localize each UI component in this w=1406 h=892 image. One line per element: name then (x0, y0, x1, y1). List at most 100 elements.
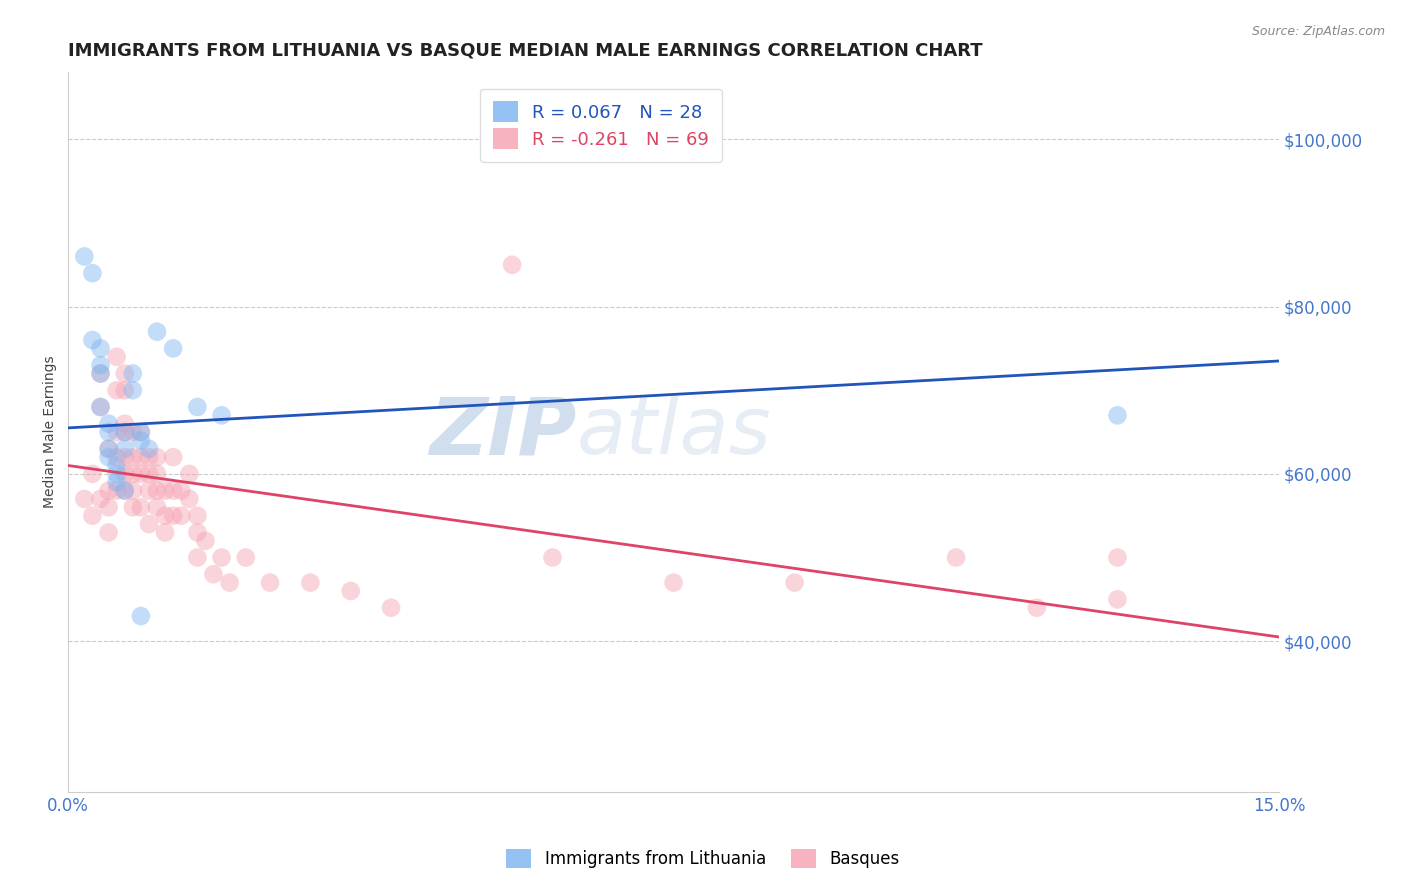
Point (162, 450, 184, 465)
Point (541, 550, 564, 565)
Point (162, 342, 184, 356)
Point (73, 491, 96, 506)
Point (105, 483, 128, 498)
Point (97, 442, 120, 456)
Point (82, 333, 104, 347)
Point (129, 434, 152, 448)
Point (114, 450, 136, 465)
Point (129, 500, 152, 515)
Point (138, 442, 160, 456)
Point (89, 400, 111, 414)
Point (129, 467, 152, 481)
Point (121, 500, 143, 515)
Point (186, 400, 208, 414)
Point (121, 383, 143, 397)
Point (211, 409, 233, 423)
Point (105, 350, 128, 364)
Point (146, 500, 169, 515)
Point (97, 500, 120, 515)
Point (146, 483, 169, 498)
Text: atlas: atlas (576, 393, 772, 471)
Point (89, 367, 111, 381)
Point (211, 550, 233, 565)
Point (105, 450, 128, 465)
Point (1025, 600, 1047, 615)
Point (146, 325, 169, 339)
Point (105, 425, 128, 439)
Point (97, 425, 120, 439)
Point (105, 458, 128, 473)
Point (945, 550, 967, 565)
Point (153, 525, 176, 540)
Point (129, 425, 152, 439)
Point (129, 609, 152, 624)
Point (114, 425, 136, 439)
Point (121, 425, 143, 439)
Point (501, 258, 523, 272)
Point (380, 600, 402, 615)
Point (121, 483, 143, 498)
Point (162, 483, 184, 498)
Point (170, 483, 193, 498)
Legend: R = 0.067   N = 28, R = -0.261   N = 69: R = 0.067 N = 28, R = -0.261 N = 69 (479, 88, 721, 162)
Point (89, 342, 111, 356)
Text: Source: ZipAtlas.com: Source: ZipAtlas.com (1251, 25, 1385, 38)
Point (162, 508, 184, 523)
Point (662, 575, 685, 590)
Point (186, 550, 208, 565)
Point (783, 575, 806, 590)
Point (153, 483, 176, 498)
Point (105, 467, 128, 481)
Point (114, 425, 136, 439)
Point (82, 467, 104, 481)
Point (186, 525, 208, 540)
Point (121, 450, 143, 465)
Point (129, 425, 152, 439)
Point (89, 400, 111, 414)
Point (82, 508, 104, 523)
Point (97, 483, 120, 498)
Point (138, 467, 160, 481)
Point (1107, 409, 1129, 423)
Point (202, 567, 225, 582)
Point (89, 491, 111, 506)
Point (194, 533, 217, 548)
Point (138, 517, 160, 532)
Point (97, 417, 120, 431)
Point (299, 575, 322, 590)
Point (121, 467, 143, 481)
Point (179, 467, 201, 481)
Point (114, 483, 136, 498)
Point (179, 491, 201, 506)
Text: ZIP: ZIP (429, 393, 576, 471)
Legend: Immigrants from Lithuania, Basques: Immigrants from Lithuania, Basques (499, 842, 907, 875)
Point (89, 367, 111, 381)
Point (138, 483, 160, 498)
Point (105, 383, 128, 397)
Point (121, 367, 143, 381)
Point (235, 550, 257, 565)
Point (138, 450, 160, 465)
Point (73, 249, 96, 263)
Point (339, 584, 361, 599)
Point (82, 266, 104, 280)
Point (170, 508, 193, 523)
Point (114, 467, 136, 481)
Point (114, 442, 136, 456)
Point (146, 450, 169, 465)
Point (146, 467, 169, 481)
Point (114, 483, 136, 498)
Point (97, 450, 120, 465)
Point (97, 525, 120, 540)
Text: IMMIGRANTS FROM LITHUANIA VS BASQUE MEDIAN MALE EARNINGS CORRELATION CHART: IMMIGRANTS FROM LITHUANIA VS BASQUE MEDI… (69, 42, 983, 60)
Point (1107, 550, 1129, 565)
Point (105, 475, 128, 490)
Point (114, 417, 136, 431)
Point (89, 358, 111, 372)
Point (259, 575, 281, 590)
Point (1107, 592, 1129, 607)
Point (114, 367, 136, 381)
Point (129, 450, 152, 465)
Point (186, 508, 208, 523)
Point (114, 383, 136, 397)
